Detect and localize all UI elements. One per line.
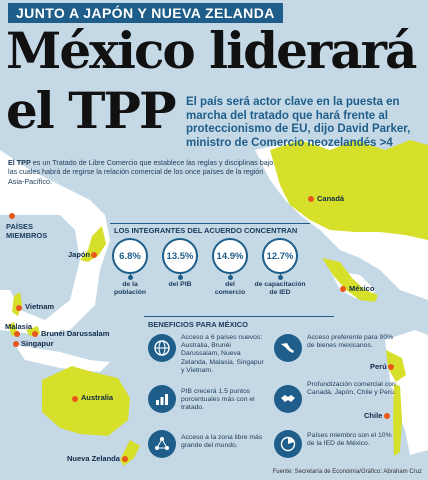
canada-shape <box>270 140 428 240</box>
network-icon <box>148 430 176 458</box>
stat-label-comercio: del comercio <box>214 281 246 296</box>
country-label-mexico: México <box>349 284 375 293</box>
country-dot-chile <box>384 413 390 419</box>
mexico-shape <box>322 258 378 302</box>
bar-chart-icon <box>148 385 176 413</box>
benefit-text-6: Países miembro son el 10% de la IED de M… <box>307 432 392 448</box>
globe-icon <box>148 334 176 362</box>
stat-dot-pib <box>178 275 183 280</box>
peru-shape <box>386 350 406 382</box>
country-dot-peru <box>388 364 394 370</box>
country-label-nueva-zelanda: Nueva Zelanda <box>67 454 120 463</box>
credit-line: Fuente: Secretaría de Economía/Gráfico: … <box>272 469 422 475</box>
stat-circle-poblacion: 6.8% <box>112 238 148 274</box>
country-label-japon: Japón <box>68 250 91 259</box>
country-label-vietnam: Vietnam <box>25 302 55 311</box>
benefits-title: BENEFICIOS PARA MÉXICO <box>148 320 249 329</box>
country-dot-japon <box>91 252 97 258</box>
country-label-chile: Chile <box>364 411 383 420</box>
benefit-text-3: Acceso a la zona libre más grande del mu… <box>181 434 263 450</box>
benefit-text-1: Acceso a 6 países nuevos: Australia, Bru… <box>181 334 264 374</box>
stat-dot-ied <box>278 275 283 280</box>
mexico-map-icon <box>274 334 302 362</box>
headline-line2: el TPP <box>6 81 177 140</box>
stat-circle-pib: 13.5% <box>162 238 198 274</box>
country-label-singapur: Singapur <box>21 339 54 348</box>
country-dot-brunei <box>32 331 38 337</box>
benefit-text-2: PIB crecerá 1.5 puntos porcentuales más … <box>181 388 255 412</box>
indonesia-land <box>15 345 110 372</box>
country-dot-nueva-zelanda <box>122 456 128 462</box>
stat-label-poblacion: de la población <box>113 281 147 296</box>
asia-land <box>0 150 110 335</box>
chile-shape <box>393 384 402 456</box>
country-label-peru: Perú <box>370 362 387 371</box>
benefits-title-rule <box>144 316 334 317</box>
country-dot-vietnam <box>16 305 22 311</box>
country-label-malasia: Malasia <box>5 322 33 331</box>
legend-dot <box>9 213 15 219</box>
stat-label-pib: del PIB <box>168 281 192 288</box>
kicker-banner: JUNTO A JAPÓN Y NUEVA ZELANDA <box>8 3 283 23</box>
intro-paragraph: El TPP es un Tratado de Libre Comercio q… <box>8 158 276 186</box>
benefit-text-5: Profundización comercial con Canadá, Jap… <box>307 381 396 397</box>
country-dot-canada <box>308 196 314 202</box>
legend-label: PAÍSES MIEMBROS <box>6 222 48 240</box>
benefit-text-4: Acceso preferente para 90% de bienes mex… <box>307 334 394 350</box>
headline-line1: México liderará <box>6 21 417 80</box>
country-dot-malasia <box>14 331 20 337</box>
deck-text: El país será actor clave en la puesta en… <box>186 96 411 149</box>
country-label-brunei: Brunéi Darussalam <box>41 329 110 338</box>
country-label-australia: Australia <box>81 393 114 402</box>
stat-dot-poblacion <box>128 275 133 280</box>
stats-title-rule <box>110 223 310 224</box>
country-dot-singapur <box>13 341 19 347</box>
stat-circle-ied: 12.7% <box>262 238 298 274</box>
australia-shape <box>42 366 130 436</box>
intro-bold: El TPP <box>8 158 31 167</box>
stat-circle-comercio: 14.9% <box>212 238 248 274</box>
stat-label-ied: de capacitación de IED <box>254 281 306 296</box>
pie-chart-icon <box>274 430 302 458</box>
stat-dot-comercio <box>228 275 233 280</box>
stats-title: LOS INTEGRANTES DEL ACUERDO CONCENTRAN <box>114 226 298 235</box>
handshake-icon <box>274 385 302 413</box>
intro-rest: es un Tratado de Libre Comercio que esta… <box>8 158 274 186</box>
country-dot-mexico <box>340 286 346 292</box>
country-dot-australia <box>72 396 78 402</box>
country-label-canada: Canadá <box>317 194 345 203</box>
japan-shape <box>80 226 106 262</box>
